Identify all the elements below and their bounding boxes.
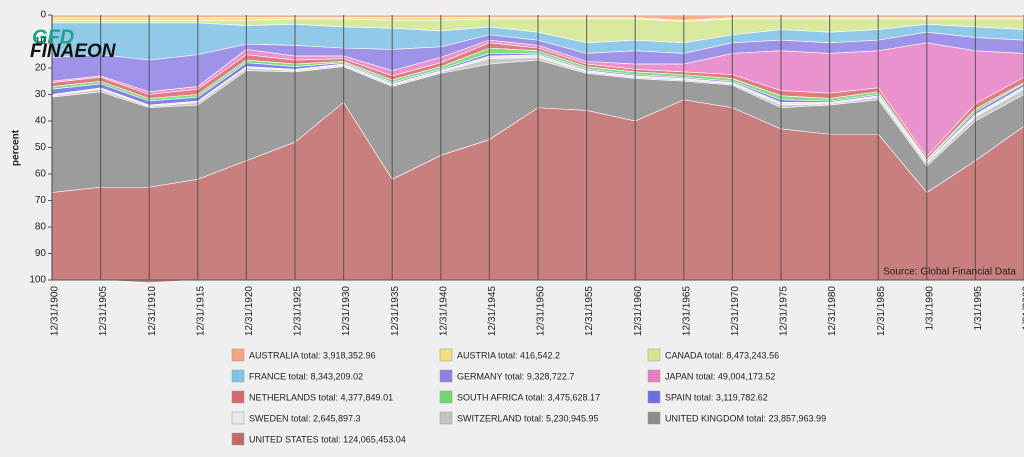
legend-swatch[interactable]: [647, 369, 661, 383]
y-tick-label: 20: [35, 63, 47, 74]
y-axis-label: percent: [11, 129, 22, 166]
grid: [48, 14, 1024, 281]
legend-swatch[interactable]: [439, 390, 453, 404]
x-tick-label: 12/31/1910: [147, 286, 158, 336]
y-tick-label: 30: [35, 89, 47, 100]
y-tick-label: 70: [35, 195, 47, 206]
legend-swatch[interactable]: [647, 390, 661, 404]
legend-swatch[interactable]: [439, 411, 453, 425]
y-tick-label: 80: [35, 222, 47, 233]
y-tick-label: 100: [29, 275, 46, 286]
x-tick-label: 12/31/1935: [390, 286, 401, 336]
x-tick-label: 12/31/1940: [438, 286, 449, 336]
y-tick-label: 10: [35, 36, 47, 47]
x-tick-label: 12/31/1985: [876, 286, 887, 336]
legend-swatch[interactable]: [647, 411, 661, 425]
legend-label[interactable]: UNITED KINGDOM total: 23,857,963.99: [665, 413, 826, 423]
legend-label[interactable]: JAPAN total: 49,004,173.52: [665, 371, 775, 381]
legend-swatch[interactable]: [439, 348, 453, 362]
logo-top: GFD: [32, 26, 74, 48]
legend-label[interactable]: CANADA total: 8,473,243.56: [665, 350, 779, 360]
x-tick-label: 12/31/1975: [779, 286, 790, 336]
x-tick-label: 12/31/1905: [98, 286, 109, 336]
x-tick-label: 12/31/1945: [487, 286, 498, 336]
x-tick-label: 12/31/1925: [293, 286, 304, 336]
x-tick-label: 12/31/1965: [681, 286, 692, 336]
legend-label[interactable]: SOUTH AFRICA total: 3,475,628.17: [457, 392, 600, 402]
y-tick-label: 90: [35, 248, 47, 259]
x-tick-label: 12/31/1920: [244, 286, 255, 336]
legend-swatch[interactable]: [439, 369, 453, 383]
legend-swatch[interactable]: [231, 348, 245, 362]
x-tick-label: 1/31/2000: [1022, 286, 1024, 331]
legend: AUSTRALIA total: 3,918,352.96 AUSTRIA tot…: [231, 348, 826, 446]
legend-label[interactable]: SPAIN total: 3,119,782.62: [665, 392, 768, 402]
legend-swatch[interactable]: [231, 390, 245, 404]
legend-label[interactable]: SWITZERLAND total: 5,230,945.95: [457, 413, 599, 423]
logo-bottom: FINAEON: [30, 41, 117, 62]
legend-label[interactable]: GERMANY total: 9,328,722.7: [457, 371, 574, 381]
legend-swatch[interactable]: [231, 369, 245, 383]
x-tick-label: 12/31/1950: [536, 286, 547, 336]
legend-swatch[interactable]: [231, 432, 245, 446]
y-tick-label: 50: [35, 142, 47, 153]
x-tick-label: 12/31/1955: [584, 286, 595, 336]
x-tick-label: 12/31/1930: [341, 286, 352, 336]
x-tick-label: 12/31/1960: [633, 286, 644, 336]
x-tick-label: 1/31/1995: [973, 286, 984, 331]
x-tick-label: 12/31/1915: [195, 286, 206, 336]
y-tick-label: 40: [35, 116, 47, 127]
legend-label[interactable]: NETHERLANDS total: 4,377,849.01: [249, 392, 393, 402]
source: Source: Global Financial Data: [883, 267, 1016, 278]
legend-label[interactable]: SWEDEN total: 2,645,897.3: [249, 413, 361, 423]
y-tick-label: 0: [40, 10, 46, 21]
x-tick-label: 12/31/1970: [730, 286, 741, 336]
legend-label[interactable]: UNITED STATES total: 124,065,453.04: [249, 434, 406, 444]
x-tick-label: 12/31/1900: [50, 286, 61, 336]
legend-label[interactable]: AUSTRALIA total: 3,918,352.96: [249, 350, 376, 360]
y-tick-label: 60: [35, 169, 47, 180]
legend-label[interactable]: AUSTRIA total: 416,542.2: [457, 350, 560, 360]
legend-label[interactable]: FRANCE total: 8,343,209.02: [249, 371, 363, 381]
x-tick-label: 1/31/1990: [924, 286, 935, 331]
x-tick-label: 12/31/1980: [827, 286, 838, 336]
legend-swatch[interactable]: [231, 411, 245, 425]
legend-swatch[interactable]: [647, 348, 661, 362]
